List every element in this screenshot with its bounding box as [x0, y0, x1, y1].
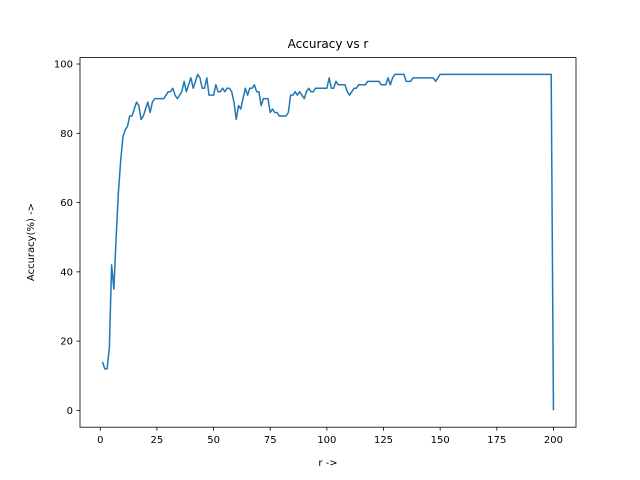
- data-line: [101, 73, 555, 411]
- x-tick-label: 0: [97, 435, 103, 446]
- y-tick-label: 0: [67, 406, 73, 417]
- x-tick-label: 25: [151, 435, 164, 446]
- chart-title: Accuracy vs r: [288, 37, 369, 51]
- plot-frame: [79, 57, 577, 428]
- y-tick-label: 100: [54, 60, 73, 71]
- x-tick-label: 75: [264, 435, 277, 446]
- y-tick-label: 80: [60, 129, 73, 140]
- x-tick-label: 200: [544, 435, 563, 446]
- y-tick-label: 60: [60, 198, 73, 209]
- y-axis-label: Accuracy(%) ->: [26, 203, 37, 281]
- x-axis-label: r ->: [318, 458, 337, 469]
- y-tick-label: 40: [60, 267, 73, 278]
- x-tick-label: 125: [374, 435, 393, 446]
- x-tick-label: 175: [487, 435, 506, 446]
- y-tick-label: 20: [60, 337, 73, 348]
- x-tick-label: 150: [431, 435, 450, 446]
- x-tick-label: 100: [317, 435, 336, 446]
- x-tick-label: 50: [207, 435, 220, 446]
